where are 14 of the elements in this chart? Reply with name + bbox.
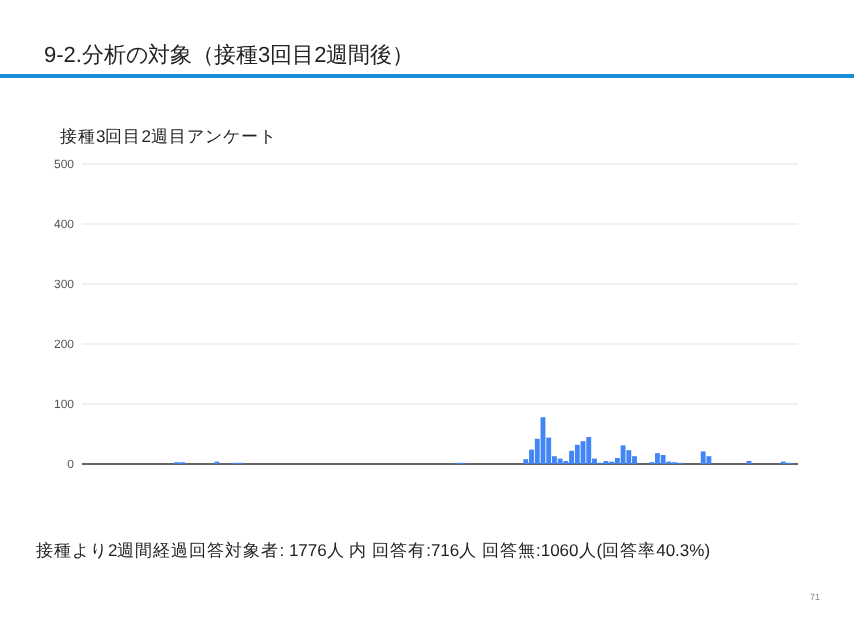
bar xyxy=(654,453,660,464)
chart-subtitle: 接種3回目2週目アンケート xyxy=(60,126,277,146)
bar xyxy=(569,450,575,464)
bar xyxy=(557,458,563,464)
bar xyxy=(626,450,632,464)
text: 接種より2週間経過回答対象者: 1776人 内 回答有:716人 回答無:1060人(回答率40.3%) xyxy=(36,540,711,560)
bar xyxy=(574,444,580,464)
chart-title: 9-2.分析の対象（接種3回目2週間後） xyxy=(44,42,415,68)
bar xyxy=(706,456,712,464)
bar xyxy=(660,455,666,464)
bar xyxy=(620,445,626,464)
bar xyxy=(632,456,637,464)
bar xyxy=(700,451,706,464)
bar xyxy=(586,437,592,464)
